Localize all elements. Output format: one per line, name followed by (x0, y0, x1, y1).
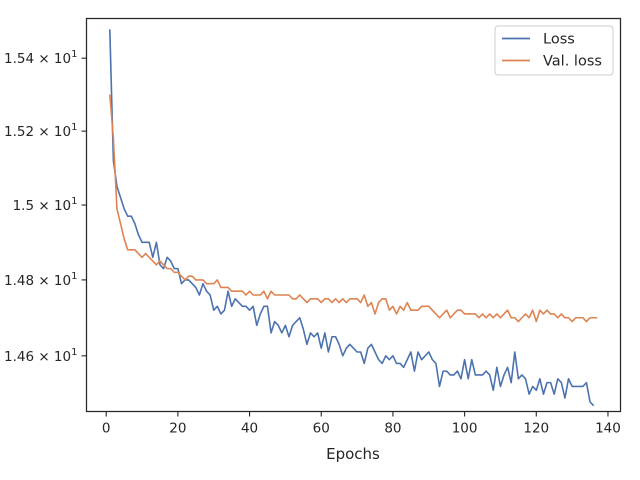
legend-label-val-loss: Val. loss (543, 54, 602, 70)
y-tick-label: 1.48 × 101 (4, 271, 78, 289)
x-axis-label: Epochs (326, 445, 380, 463)
legend-label-loss: Loss (543, 32, 575, 48)
x-tick-label: 0 (102, 421, 111, 437)
x-tick-label: 120 (523, 421, 549, 437)
y-tick-label: 1.54 × 101 (4, 49, 78, 67)
y-tick-label: 1.52 × 101 (4, 122, 78, 140)
series-line-val-loss (109, 94, 598, 323)
x-tick-label: 100 (452, 421, 478, 437)
x-axis: 0 20 40 60 80 100 120 140 (102, 411, 621, 437)
x-tick-label: 20 (169, 421, 186, 437)
series-line-loss (109, 29, 595, 407)
x-tick-label: 60 (313, 421, 330, 437)
legend: Loss Val. loss (494, 25, 614, 76)
plot-frame (85, 17, 622, 413)
y-tick-label: 1.46 × 101 (4, 347, 78, 365)
y-tick-label: 1.5 × 101 (13, 196, 78, 214)
plot-lines (109, 29, 598, 407)
x-tick-label: 80 (384, 421, 401, 437)
x-tick-label: 40 (241, 421, 258, 437)
y-axis: 1.46 × 101 1.48 × 101 1.5 × 101 1.52 × 101 1… (4, 49, 87, 365)
x-tick-label: 140 (595, 421, 621, 437)
